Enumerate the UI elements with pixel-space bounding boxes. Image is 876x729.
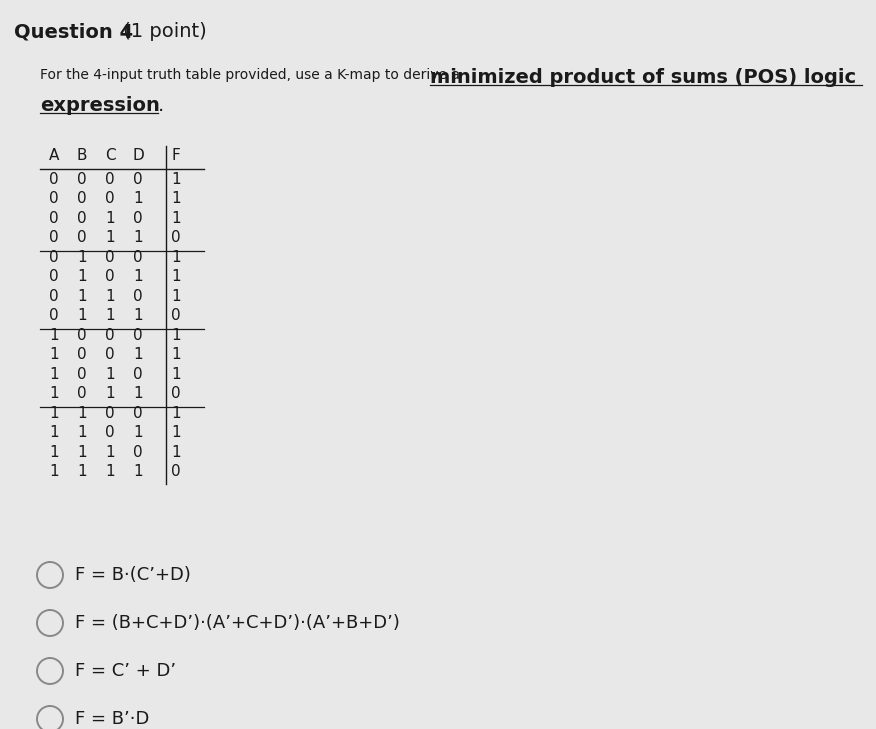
Text: 1: 1 <box>77 308 87 323</box>
Text: 0: 0 <box>171 230 180 245</box>
Text: expression: expression <box>40 96 160 115</box>
Text: 1: 1 <box>105 289 115 303</box>
Text: 1: 1 <box>77 464 87 479</box>
Text: Question 4: Question 4 <box>14 22 133 41</box>
Text: 1: 1 <box>49 386 59 401</box>
Text: 1: 1 <box>133 386 143 401</box>
Text: minimized product of sums (POS) logic: minimized product of sums (POS) logic <box>430 68 856 87</box>
Text: 0: 0 <box>77 367 87 381</box>
Text: 1: 1 <box>171 347 180 362</box>
Text: 1: 1 <box>133 191 143 206</box>
Text: 1: 1 <box>171 191 180 206</box>
Text: 1: 1 <box>171 249 180 265</box>
Text: 1: 1 <box>77 425 87 440</box>
Text: 1: 1 <box>49 367 59 381</box>
Text: B: B <box>77 148 88 163</box>
Text: 0: 0 <box>133 249 143 265</box>
Text: 0: 0 <box>105 405 115 421</box>
Text: 0: 0 <box>77 230 87 245</box>
Text: 1: 1 <box>49 327 59 343</box>
Text: F = B’·D: F = B’·D <box>75 710 150 728</box>
Text: 1: 1 <box>133 308 143 323</box>
Text: 1: 1 <box>49 405 59 421</box>
Text: A: A <box>49 148 60 163</box>
Text: 1: 1 <box>77 249 87 265</box>
Text: 0: 0 <box>77 191 87 206</box>
Text: 0: 0 <box>105 269 115 284</box>
Text: 1: 1 <box>171 425 180 440</box>
Text: 1: 1 <box>49 425 59 440</box>
Text: 1: 1 <box>49 464 59 479</box>
Text: 1: 1 <box>171 289 180 303</box>
Text: 1: 1 <box>171 211 180 225</box>
Text: 1: 1 <box>77 445 87 459</box>
Text: 0: 0 <box>49 171 59 187</box>
Text: 1: 1 <box>171 171 180 187</box>
Text: 0: 0 <box>105 327 115 343</box>
Text: 0: 0 <box>49 308 59 323</box>
Text: 0: 0 <box>77 386 87 401</box>
Text: 0: 0 <box>77 327 87 343</box>
Text: 1: 1 <box>105 367 115 381</box>
Text: F = C’ + D’: F = C’ + D’ <box>75 662 176 680</box>
Text: 1: 1 <box>105 464 115 479</box>
Text: 1: 1 <box>105 230 115 245</box>
Text: 0: 0 <box>49 191 59 206</box>
Text: 1: 1 <box>105 308 115 323</box>
Text: 1: 1 <box>133 230 143 245</box>
Text: 0: 0 <box>105 171 115 187</box>
Text: 0: 0 <box>171 308 180 323</box>
Text: .: . <box>158 96 165 115</box>
Text: 1: 1 <box>77 405 87 421</box>
Text: 1: 1 <box>105 445 115 459</box>
Text: 0: 0 <box>77 347 87 362</box>
Text: 0: 0 <box>77 211 87 225</box>
Text: 0: 0 <box>105 425 115 440</box>
Text: F: F <box>172 148 180 163</box>
Text: 0: 0 <box>49 230 59 245</box>
Text: D: D <box>132 148 144 163</box>
Text: 0: 0 <box>133 405 143 421</box>
Text: C: C <box>105 148 116 163</box>
Text: 1: 1 <box>49 347 59 362</box>
Text: F = (B+C+D’)·(A’+C+D’)·(A’+B+D’): F = (B+C+D’)·(A’+C+D’)·(A’+B+D’) <box>75 614 399 632</box>
Text: 0: 0 <box>77 171 87 187</box>
Text: 0: 0 <box>49 269 59 284</box>
Text: 1: 1 <box>171 367 180 381</box>
Text: 0: 0 <box>105 249 115 265</box>
Text: 0: 0 <box>49 249 59 265</box>
Text: 1: 1 <box>49 445 59 459</box>
Text: 1: 1 <box>133 347 143 362</box>
Text: 0: 0 <box>133 211 143 225</box>
Text: 0: 0 <box>49 289 59 303</box>
Text: 1: 1 <box>133 269 143 284</box>
Text: 0: 0 <box>171 464 180 479</box>
Text: 1: 1 <box>105 386 115 401</box>
Text: 0: 0 <box>133 327 143 343</box>
Text: 1: 1 <box>171 405 180 421</box>
Text: 1: 1 <box>133 464 143 479</box>
Text: 1: 1 <box>171 327 180 343</box>
Text: 0: 0 <box>171 386 180 401</box>
Text: 0: 0 <box>133 367 143 381</box>
Text: F = B·(C’+D): F = B·(C’+D) <box>75 566 191 584</box>
Text: 1: 1 <box>77 269 87 284</box>
Text: 0: 0 <box>133 171 143 187</box>
Text: 1: 1 <box>171 269 180 284</box>
Text: 1: 1 <box>105 211 115 225</box>
Text: 0: 0 <box>49 211 59 225</box>
Text: 0: 0 <box>133 289 143 303</box>
Text: 1: 1 <box>171 445 180 459</box>
Text: 0: 0 <box>105 191 115 206</box>
Text: 0: 0 <box>133 445 143 459</box>
Text: 0: 0 <box>105 347 115 362</box>
Text: 1: 1 <box>133 425 143 440</box>
Text: 1: 1 <box>77 289 87 303</box>
Text: For the 4-input truth table provided, use a K-map to derive a: For the 4-input truth table provided, us… <box>40 68 464 82</box>
Text: (1 point): (1 point) <box>117 22 207 41</box>
